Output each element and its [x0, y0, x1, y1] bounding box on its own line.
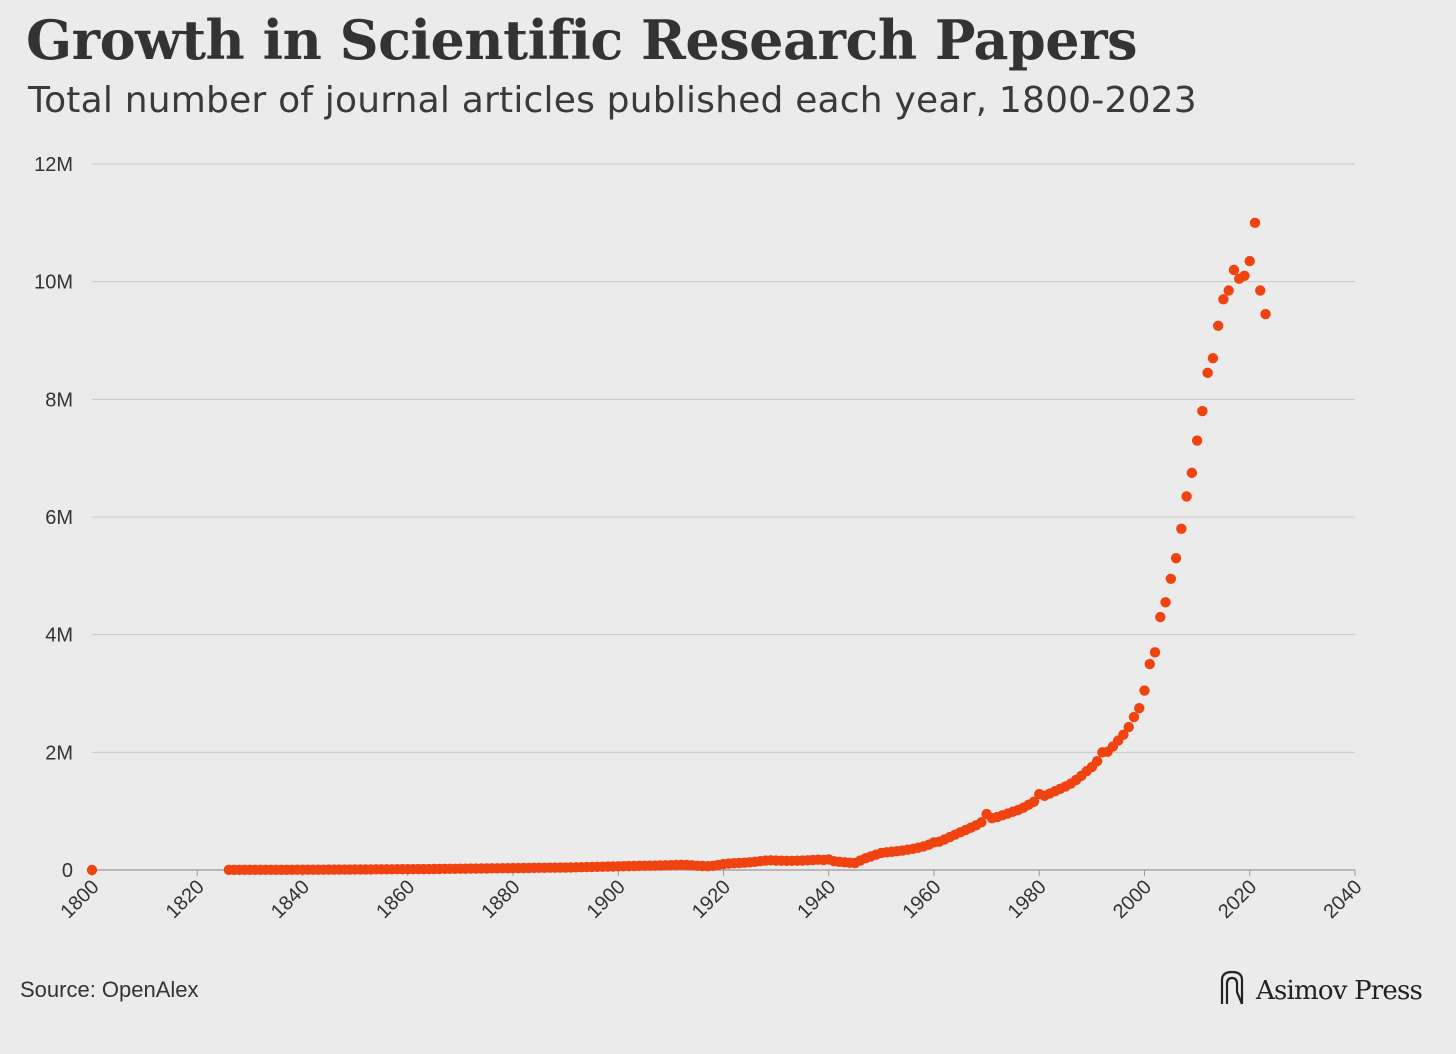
data-point — [1170, 552, 1182, 564]
data-point — [1134, 703, 1145, 714]
data-point — [1186, 467, 1198, 479]
data-point — [1191, 435, 1203, 446]
source-note: Source: OpenAlex — [20, 977, 199, 1002]
data-point — [1123, 721, 1134, 733]
data-points — [86, 217, 1271, 876]
data-point — [1202, 367, 1213, 379]
x-tick-label: 1800 — [57, 876, 104, 923]
y-tick-label: 12M — [34, 154, 73, 176]
x-tick-label: 1880 — [478, 876, 525, 923]
x-tick-label: 1980 — [1004, 876, 1051, 923]
data-point — [1197, 405, 1208, 417]
x-tick-label: 1960 — [899, 876, 946, 923]
y-tick-label: 0 — [62, 860, 73, 882]
data-point — [1149, 647, 1161, 658]
x-tick-label: 1920 — [688, 876, 735, 923]
y-tick-label: 4M — [45, 625, 73, 647]
x-tick-label: 1940 — [793, 876, 840, 923]
asimov-logo-icon — [1218, 970, 1246, 1011]
x-tick-label: 2000 — [1109, 876, 1156, 923]
data-point — [1260, 308, 1271, 320]
data-point — [1160, 597, 1171, 608]
x-tick-label: 1900 — [583, 876, 630, 923]
brand-name: Asimov Press — [1256, 975, 1423, 1006]
data-point — [1223, 285, 1234, 296]
x-tick-label: 1840 — [267, 876, 314, 923]
x-axis-ticks: 1800 1820 1840 1860 1880 1900 1920 1940 1960 1980… — [57, 870, 1367, 923]
y-tick-label: 10M — [34, 272, 73, 294]
data-point — [1155, 611, 1166, 623]
data-point — [1218, 294, 1229, 305]
data-point — [1118, 729, 1129, 740]
data-point — [1249, 217, 1261, 229]
scatter-chart: 0 2M 4M 6M 8M 10M 12M 1800 1820 1840 1860 1880 1900… — [34, 154, 1367, 923]
y-tick-label: 2M — [45, 742, 73, 764]
data-point — [1239, 270, 1250, 281]
brand: Asimov Press — [1218, 970, 1423, 1011]
x-tick-label: 2020 — [1214, 876, 1261, 923]
y-axis-ticks: 0 2M 4M 6M 8M 10M 12M — [34, 154, 73, 882]
x-tick-label: 1820 — [162, 876, 209, 923]
data-point — [1228, 264, 1240, 276]
data-point — [1244, 255, 1255, 267]
gridlines — [92, 163, 1355, 753]
data-point — [1091, 755, 1103, 767]
data-point — [976, 817, 987, 828]
data-point — [1212, 320, 1224, 331]
data-point — [1165, 573, 1177, 584]
data-point — [1181, 491, 1192, 502]
data-point — [1028, 796, 1040, 807]
data-point — [1139, 685, 1150, 696]
x-tick-label: 1860 — [372, 876, 419, 923]
data-point — [1144, 658, 1155, 670]
chart-subtitle: Total number of journal articles publish… — [28, 80, 1197, 121]
data-point — [1128, 711, 1140, 723]
x-tick-label: 2040 — [1320, 876, 1367, 923]
data-point — [86, 864, 98, 876]
data-point — [1255, 285, 1266, 296]
y-tick-label: 6M — [45, 507, 73, 529]
data-point — [1207, 352, 1219, 364]
chart-title: Growth in Scientific Research Papers — [26, 8, 1138, 72]
data-point — [1176, 523, 1187, 534]
y-tick-label: 8M — [45, 389, 73, 411]
